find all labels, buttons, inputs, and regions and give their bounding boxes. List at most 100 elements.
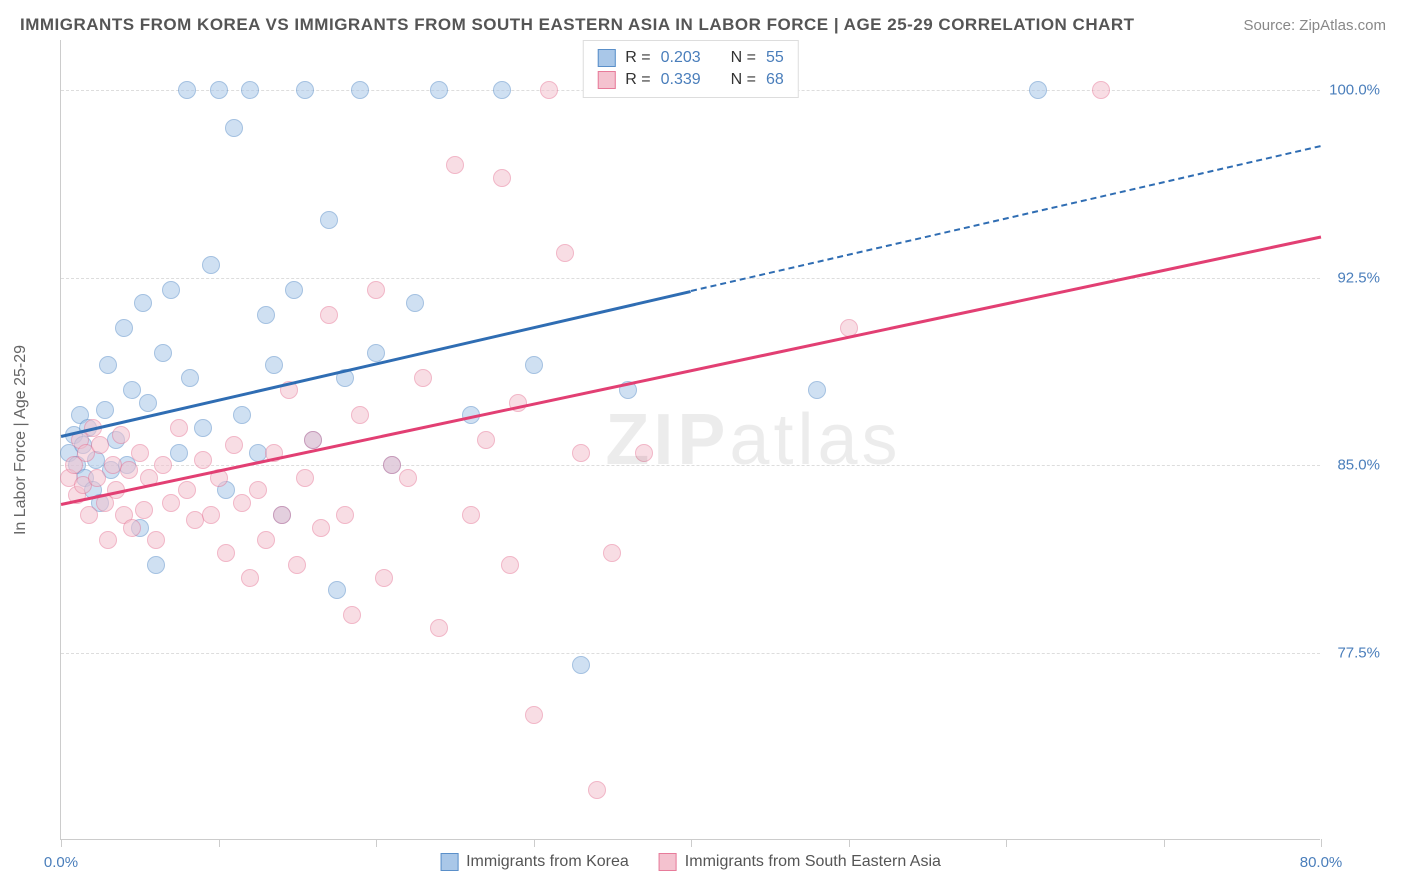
data-point (225, 436, 243, 454)
data-point (147, 556, 165, 574)
data-point (123, 381, 141, 399)
legend-n-label: N = (731, 49, 756, 67)
legend-label: Immigrants from South Eastern Asia (685, 853, 941, 871)
x-tick-label: 0.0% (44, 854, 78, 871)
data-point (296, 81, 314, 99)
data-point (493, 81, 511, 99)
legend-item: Immigrants from Korea (440, 853, 629, 871)
data-point (285, 281, 303, 299)
data-point (162, 281, 180, 299)
data-point (257, 531, 275, 549)
data-point (241, 81, 259, 99)
y-tick-label: 77.5% (1325, 644, 1380, 661)
data-point (123, 519, 141, 537)
data-point (210, 81, 228, 99)
series-legend: Immigrants from Korea Immigrants from Sou… (440, 853, 941, 871)
legend-n-label: N = (731, 71, 756, 89)
data-point (162, 494, 180, 512)
data-point (462, 506, 480, 524)
data-point (556, 244, 574, 262)
plot-area: In Labor Force | Age 25-29 ZIPatlas R =0… (60, 40, 1320, 840)
data-point (202, 256, 220, 274)
data-point (139, 394, 157, 412)
data-point (265, 356, 283, 374)
data-point (257, 306, 275, 324)
data-point (304, 431, 322, 449)
data-point (351, 81, 369, 99)
watermark: ZIPatlas (605, 399, 901, 481)
data-point (134, 294, 152, 312)
y-tick-label: 100.0% (1325, 82, 1380, 99)
data-point (477, 431, 495, 449)
data-point (351, 406, 369, 424)
data-point (367, 281, 385, 299)
data-point (202, 506, 220, 524)
data-point (120, 461, 138, 479)
data-point (399, 469, 417, 487)
chart-header: IMMIGRANTS FROM KOREA VS IMMIGRANTS FROM… (0, 0, 1406, 40)
data-point (115, 319, 133, 337)
chart-title: IMMIGRANTS FROM KOREA VS IMMIGRANTS FROM… (20, 15, 1135, 35)
legend-n-value: 68 (766, 71, 784, 89)
data-point (99, 531, 117, 549)
legend-r-value: 0.339 (661, 71, 711, 89)
data-point (249, 481, 267, 499)
data-point (154, 456, 172, 474)
data-point (320, 306, 338, 324)
data-point (501, 556, 519, 574)
data-point (80, 506, 98, 524)
x-tick (1164, 839, 1165, 847)
data-point (296, 469, 314, 487)
chart-source: Source: ZipAtlas.com (1243, 17, 1386, 34)
data-point (540, 81, 558, 99)
data-point (603, 544, 621, 562)
y-tick-label: 85.0% (1325, 457, 1380, 474)
data-point (343, 606, 361, 624)
data-point (406, 294, 424, 312)
data-point (194, 419, 212, 437)
data-point (525, 706, 543, 724)
data-point (446, 156, 464, 174)
data-point (181, 369, 199, 387)
gridline-h (61, 653, 1320, 654)
legend-r-label: R = (625, 71, 650, 89)
x-tick (219, 839, 220, 847)
data-point (430, 619, 448, 637)
data-point (170, 444, 188, 462)
data-point (414, 369, 432, 387)
legend-label: Immigrants from Korea (466, 853, 629, 871)
data-point (383, 456, 401, 474)
data-point (375, 569, 393, 587)
data-point (572, 444, 590, 462)
data-point (112, 426, 130, 444)
data-point (135, 501, 153, 519)
legend-n-value: 55 (766, 49, 784, 67)
legend-row: R =0.203N =55 (597, 47, 783, 69)
data-point (493, 169, 511, 187)
legend-swatch (597, 71, 615, 89)
data-point (241, 569, 259, 587)
data-point (225, 119, 243, 137)
data-point (217, 544, 235, 562)
data-point (635, 444, 653, 462)
correlation-legend: R =0.203N =55R =0.339N =68 (582, 40, 798, 98)
legend-swatch (659, 853, 677, 871)
y-tick-label: 92.5% (1325, 269, 1380, 286)
x-tick (1006, 839, 1007, 847)
data-point (233, 406, 251, 424)
x-tick (61, 839, 62, 847)
data-point (178, 481, 196, 499)
x-tick (534, 839, 535, 847)
data-point (178, 81, 196, 99)
data-point (320, 211, 338, 229)
data-point (88, 469, 106, 487)
x-tick (376, 839, 377, 847)
data-point (170, 419, 188, 437)
y-axis-label: In Labor Force | Age 25-29 (12, 344, 30, 534)
chart-container: In Labor Force | Age 25-29 ZIPatlas R =0… (60, 40, 1386, 840)
data-point (430, 81, 448, 99)
trend-line (61, 290, 692, 437)
legend-r-label: R = (625, 49, 650, 67)
data-point (312, 519, 330, 537)
data-point (154, 344, 172, 362)
